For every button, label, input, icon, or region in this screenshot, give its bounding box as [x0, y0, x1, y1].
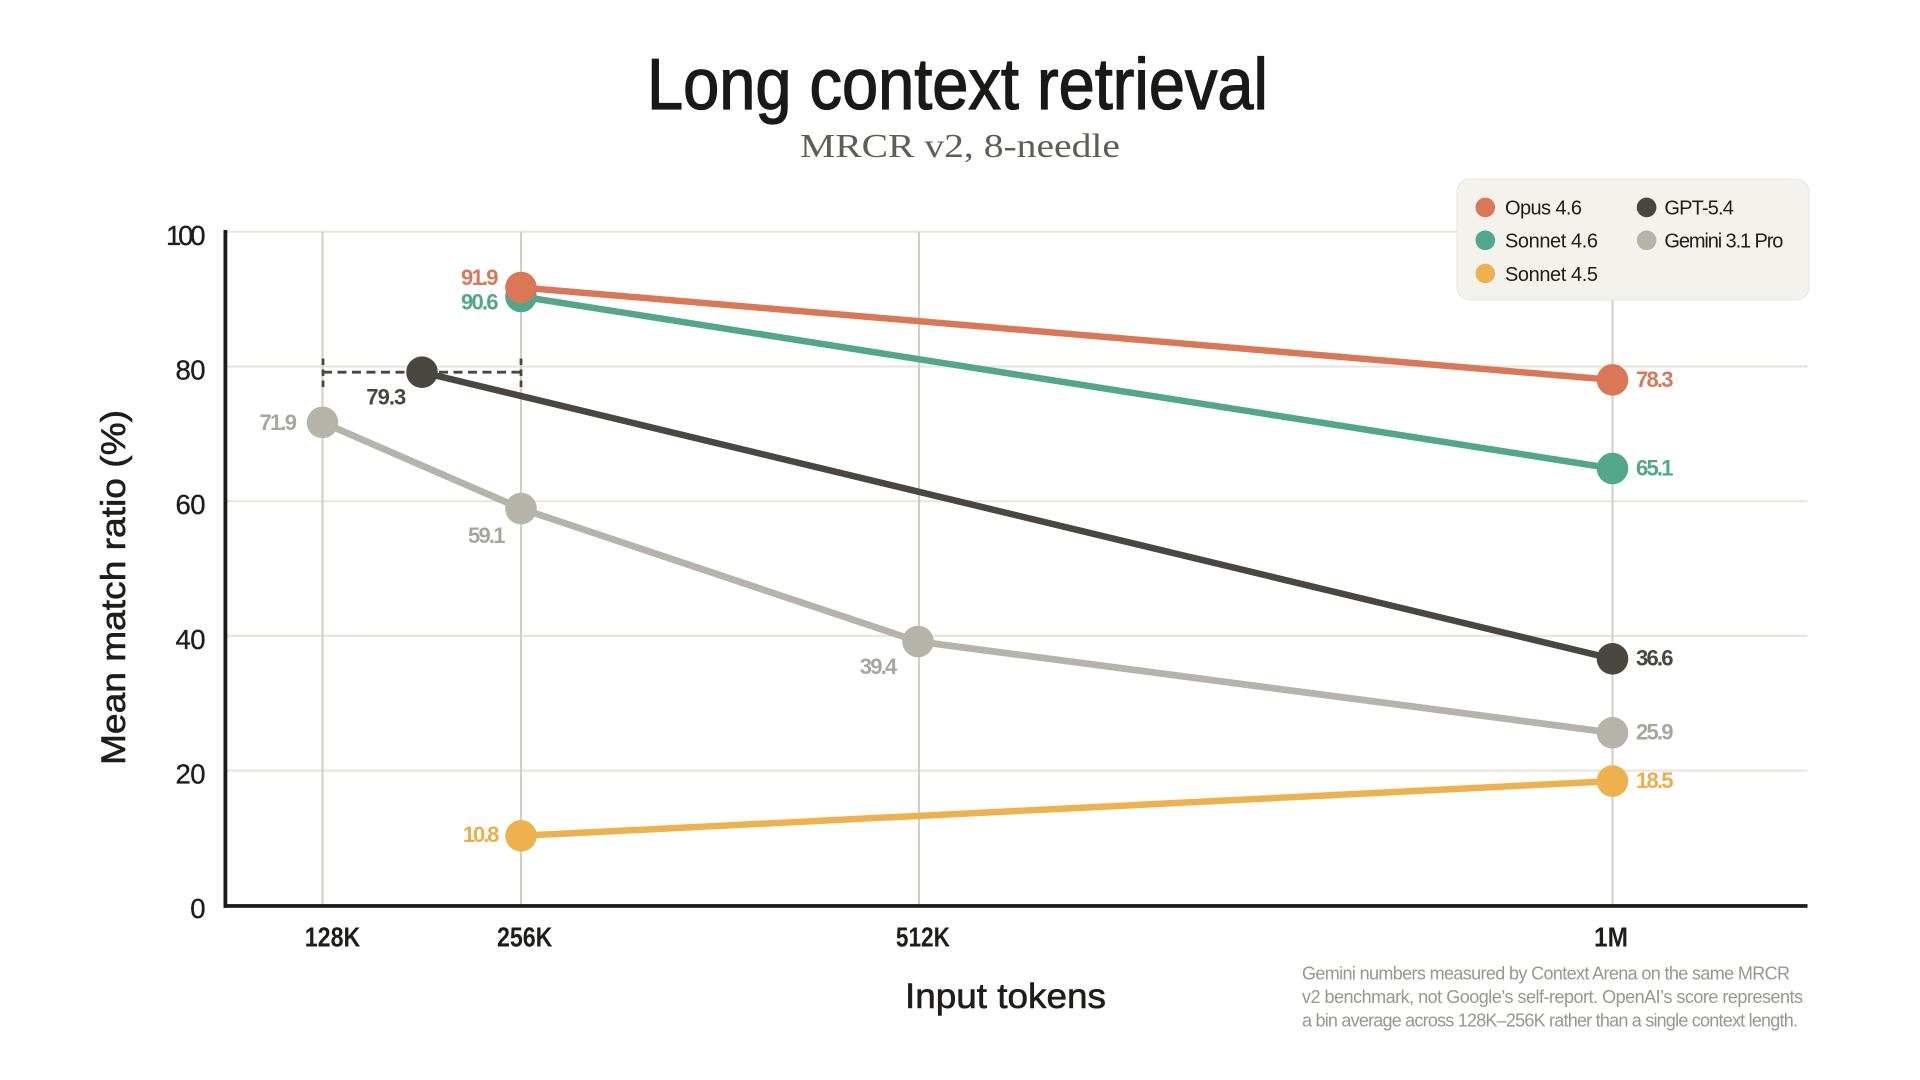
svg-text:60: 60 — [176, 489, 206, 520]
svg-text:Gemini 3.1 Pro: Gemini 3.1 Pro — [1664, 231, 1783, 253]
svg-text:GPT-5.4: GPT-5.4 — [1664, 198, 1734, 220]
svg-text:25.9: 25.9 — [1636, 720, 1674, 745]
svg-text:MRCR v2, 8-needle: MRCR v2, 8-needle — [800, 128, 1120, 165]
svg-text:20: 20 — [176, 759, 206, 790]
svg-text:36.6: 36.6 — [1636, 646, 1674, 671]
svg-text:a bin average across 128K–256K: a bin average across 128K–256K rather th… — [1302, 1010, 1798, 1030]
svg-text:65.1: 65.1 — [1636, 456, 1674, 481]
svg-text:v2 benchmark, not Google’s sel: v2 benchmark, not Google’s self-report. … — [1302, 987, 1803, 1007]
svg-text:Long context retrieval: Long context retrieval — [647, 45, 1268, 125]
svg-text:71.9: 71.9 — [260, 410, 298, 435]
svg-text:Mean match ratio (%): Mean match ratio (%) — [95, 410, 133, 765]
svg-text:Sonnet 4.5: Sonnet 4.5 — [1505, 264, 1598, 286]
svg-text:100: 100 — [166, 220, 206, 251]
svg-text:18.5: 18.5 — [1636, 768, 1674, 793]
svg-text:Gemini numbers measured by Con: Gemini numbers measured by Context Arena… — [1302, 964, 1790, 984]
svg-text:78.3: 78.3 — [1636, 367, 1674, 392]
svg-text:Sonnet 4.6: Sonnet 4.6 — [1505, 231, 1598, 253]
svg-text:1M: 1M — [1594, 922, 1628, 953]
svg-text:10.8: 10.8 — [463, 822, 500, 847]
svg-text:79.3: 79.3 — [366, 385, 406, 410]
svg-text:59.1: 59.1 — [468, 523, 506, 548]
svg-text:91.9: 91.9 — [461, 265, 499, 290]
svg-text:256K: 256K — [497, 922, 553, 953]
svg-text:128K: 128K — [305, 922, 361, 953]
svg-text:Input tokens: Input tokens — [905, 977, 1106, 1016]
svg-text:90.6: 90.6 — [461, 290, 499, 315]
svg-text:0: 0 — [190, 893, 205, 924]
svg-text:512K: 512K — [896, 922, 950, 953]
svg-text:39.4: 39.4 — [860, 654, 898, 679]
svg-text:40: 40 — [176, 624, 206, 655]
svg-text:Opus 4.6: Opus 4.6 — [1505, 198, 1582, 220]
svg-text:80: 80 — [176, 354, 206, 385]
